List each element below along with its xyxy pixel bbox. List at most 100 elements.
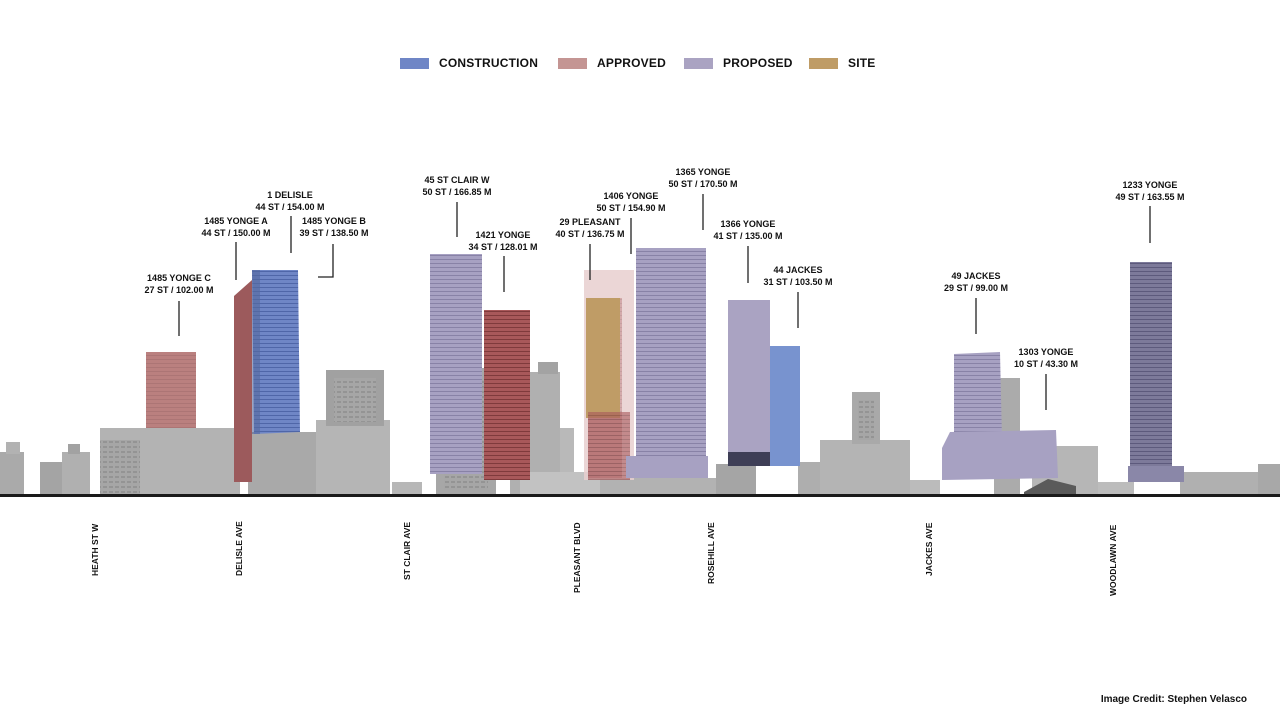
label-name: 1485 YONGE C — [147, 273, 211, 283]
tower-1233-yonge — [1130, 262, 1172, 468]
label-name: 49 JACKES — [951, 271, 1001, 281]
street-delisle-ave: DELISLE AVE — [234, 521, 244, 576]
legend-item-proposed: PROPOSED — [684, 56, 793, 70]
bg-building — [600, 478, 720, 495]
tower-1366-yonge — [728, 300, 770, 454]
bg-building — [68, 444, 80, 454]
label-1303-yonge: 1303 YONGE 10 ST / 43.30 M — [1014, 346, 1078, 370]
label-1-delisle: 1 DELISLE 44 ST / 154.00 M — [255, 189, 324, 213]
label-1421-yonge: 1421 YONGE 34 ST / 128.01 M — [468, 229, 537, 253]
label-name: 29 PLEASANT — [559, 217, 621, 227]
legend-label-site: SITE — [848, 56, 876, 70]
bg-building — [0, 452, 24, 495]
label-name: 1303 YONGE — [1018, 347, 1074, 357]
bg-building — [392, 482, 422, 495]
label-1485-yonge-c: 1485 YONGE C 27 ST / 102.00 M — [144, 272, 213, 296]
legend-item-site: SITE — [809, 56, 875, 70]
bg-building — [910, 480, 940, 495]
tower-49-jackes — [954, 352, 1002, 442]
bg-building — [858, 400, 874, 440]
label-1233-yonge: 1233 YONGE 49 ST / 163.55 M — [1115, 179, 1184, 203]
label-1485-yonge-b: 1485 YONGE B 39 ST / 138.50 M — [299, 215, 368, 239]
leader-1485-yonge-b — [318, 244, 334, 278]
bg-building — [100, 440, 140, 495]
bg-building — [716, 464, 756, 495]
label-detail: 40 ST / 136.75 M — [555, 229, 625, 239]
label-name: 1233 YONGE — [1122, 180, 1178, 190]
bg-building — [316, 420, 390, 495]
tower-1485-yonge-c-windows — [146, 352, 196, 428]
label-detail: 34 ST / 128.01 M — [468, 242, 538, 252]
street-heath-st-w: HEATH ST W — [90, 523, 100, 576]
image-credit: Image Credit: Stephen Velasco — [1100, 694, 1247, 705]
label-29-pleasant: 29 PLEASANT 40 ST / 136.75 M — [555, 216, 624, 240]
bg-building — [1258, 464, 1280, 495]
tower-1233-yonge-podium — [1128, 466, 1184, 482]
legend-swatch-approved — [558, 57, 587, 69]
label-name: 1366 YONGE — [720, 219, 776, 229]
tower-1303-yonge — [942, 430, 1058, 480]
label-detail: 50 ST / 166.85 M — [422, 187, 492, 197]
bg-building — [1180, 472, 1280, 495]
label-detail: 44 ST / 150.00 M — [201, 228, 271, 238]
legend-swatch-site — [809, 57, 838, 69]
bg-building — [334, 378, 376, 422]
label-detail: 39 ST / 138.50 M — [299, 228, 369, 238]
tower-1365-yonge — [636, 248, 706, 458]
legend-label-proposed: PROPOSED — [723, 56, 793, 70]
label-name: 1485 YONGE B — [302, 216, 366, 226]
label-detail: 10 ST / 43.30 M — [1013, 359, 1079, 369]
label-1485-yonge-a: 1485 YONGE A 44 ST / 150.00 M — [201, 215, 270, 239]
tower-1-delisle-edge — [252, 270, 260, 434]
street-jackes-ave: JACKES AVE — [924, 522, 934, 576]
street-st-clair-ave: ST CLAIR AVE — [402, 521, 412, 580]
legend-label-approved: APPROVED — [597, 56, 666, 70]
tower-29-pleasant-podium — [588, 412, 630, 480]
label-name: 1 DELISLE — [267, 190, 313, 200]
bg-building — [40, 462, 62, 495]
label-49-jackes: 49 JACKES 29 ST / 99.00 M — [944, 270, 1008, 294]
label-detail: 44 ST / 154.00 M — [255, 202, 325, 212]
legend-label-construction: CONSTRUCTION — [439, 56, 539, 70]
label-name: 1485 YONGE A — [204, 216, 268, 226]
label-detail: 49 ST / 163.55 M — [1115, 192, 1185, 202]
bg-building — [62, 452, 90, 495]
label-detail: 29 ST / 99.00 M — [943, 283, 1009, 293]
bg-building — [820, 440, 910, 495]
tower-1365-yonge-podium — [626, 456, 708, 478]
label-name: 1421 YONGE — [475, 230, 531, 240]
tower-45-st-clair-w — [430, 254, 482, 474]
legend: CONSTRUCTION APPROVED PROPOSED SITE — [0, 56, 1280, 74]
tower-1366-yonge-base — [728, 452, 772, 466]
label-name: 1406 YONGE — [603, 191, 659, 201]
label-name: 45 ST CLAIR W — [424, 175, 490, 185]
bg-building — [6, 442, 20, 454]
label-1365-yonge: 1365 YONGE 50 ST / 170.50 M — [668, 166, 737, 190]
label-detail: 50 ST / 154.90 M — [596, 203, 666, 213]
ground-line — [0, 494, 1280, 497]
label-detail: 50 ST / 170.50 M — [668, 179, 738, 189]
tower-29-pleasant — [586, 298, 620, 418]
legend-item-construction: CONSTRUCTION — [400, 56, 538, 70]
bg-roof — [1024, 479, 1076, 495]
legend-swatch-construction — [400, 57, 429, 69]
label-detail: 27 ST / 102.00 M — [144, 285, 214, 295]
tower-44-jackes — [770, 346, 800, 466]
tower-1485-yonge-a — [234, 280, 252, 482]
bg-building — [248, 432, 318, 495]
label-name: 44 JACKES — [773, 265, 823, 275]
legend-swatch-proposed — [684, 57, 713, 69]
street-woodlawn-ave: WOODLAWN AVE — [1108, 524, 1118, 596]
leader-lines — [178, 194, 1151, 410]
label-1366-yonge: 1366 YONGE 41 ST / 135.00 M — [713, 218, 782, 242]
street-rosehill-ave: ROSEHILL AVE — [706, 522, 716, 584]
label-45-st-clair-w: 45 ST CLAIR W 50 ST / 166.85 M — [422, 174, 491, 198]
tower-1-delisle — [252, 270, 300, 434]
label-1406-yonge: 1406 YONGE 50 ST / 154.90 M — [596, 190, 665, 214]
label-name: 1365 YONGE — [675, 167, 731, 177]
tower-1421-yonge — [484, 310, 530, 480]
label-44-jackes: 44 JACKES 31 ST / 103.50 M — [763, 264, 832, 288]
label-detail: 41 ST / 135.00 M — [713, 231, 783, 241]
bg-building — [520, 472, 600, 495]
